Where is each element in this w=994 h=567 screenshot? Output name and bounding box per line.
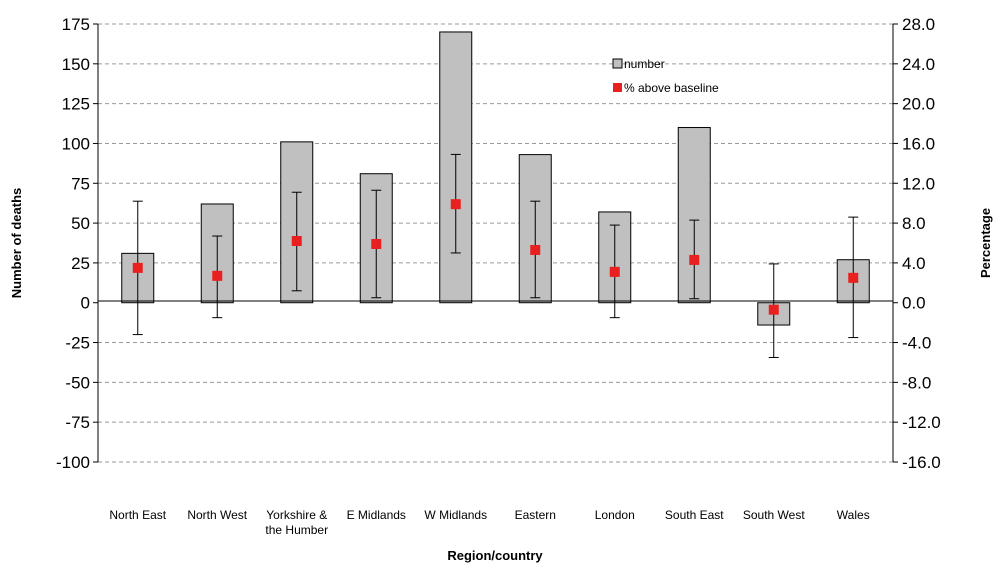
percent-point <box>530 244 541 255</box>
category-label: E Midlands <box>347 508 406 522</box>
left-tick-label: 150 <box>62 55 90 74</box>
right-tick-label: 24.0 <box>902 55 935 74</box>
right-tick-label: 20.0 <box>902 95 935 114</box>
percent-point <box>212 270 223 281</box>
left-tick-label: 125 <box>62 95 90 114</box>
right-tick-label: 0.0 <box>902 294 926 313</box>
error-bars <box>132 153 859 358</box>
percent-point <box>768 304 779 315</box>
y-axis-title: Number of deaths <box>9 188 24 299</box>
percent-point <box>609 266 620 277</box>
left-tick-label: 75 <box>71 174 90 193</box>
percent-point <box>291 236 302 247</box>
right-tick-label: 28.0 <box>902 15 935 34</box>
legend-swatch-percent <box>613 83 622 92</box>
category-label: London <box>595 508 635 522</box>
left-tick-label: -75 <box>65 413 90 432</box>
right-tick-label: 12.0 <box>902 174 935 193</box>
right-tick-label: -16.0 <box>902 453 941 472</box>
left-tick-label: -25 <box>65 334 90 353</box>
right-tick-label: 4.0 <box>902 254 926 273</box>
percent-series <box>132 199 859 315</box>
left-tick-label: 100 <box>62 134 90 153</box>
left-tick-label: 0 <box>81 294 90 313</box>
right-tick-label: -8.0 <box>902 373 931 392</box>
right-tick-label: -12.0 <box>902 413 941 432</box>
percent-point <box>450 199 461 210</box>
percent-point <box>132 262 143 273</box>
percent-point <box>371 238 382 249</box>
right-tick-label: 8.0 <box>902 214 926 233</box>
tick-labels: 175 150 125 100 75 50 25 0 -25 -50 -75 -100 28.0 24.0… <box>56 15 941 472</box>
x-axis-title: Region/country <box>447 548 543 563</box>
y2-axis-title: Percentage <box>978 208 993 278</box>
legend: number % above baseline <box>612 57 719 95</box>
bar-series <box>121 31 870 326</box>
left-tick-label: 175 <box>62 15 90 34</box>
percent-point <box>848 272 859 283</box>
category-label: North East <box>109 508 166 522</box>
category-label: Eastern <box>515 508 556 522</box>
category-label: South East <box>665 508 724 522</box>
legend-label-percent: % above baseline <box>624 81 719 95</box>
percent-point <box>689 254 700 265</box>
category-label: North West <box>187 508 247 522</box>
left-tick-label: -50 <box>65 373 90 392</box>
left-tick-label: 50 <box>71 214 90 233</box>
legend-label-number: number <box>624 57 665 71</box>
left-tick-label: -100 <box>56 453 90 472</box>
left-tick-label: 25 <box>71 254 90 273</box>
category-label: W Midlands <box>424 508 487 522</box>
legend-swatch-number <box>612 58 623 69</box>
category-label: Yorkshire & the Humber <box>265 508 328 537</box>
right-tick-label: -4.0 <box>902 334 931 353</box>
right-tick-label: 16.0 <box>902 134 935 153</box>
category-label: Wales <box>837 508 870 522</box>
category-label: South West <box>743 508 805 522</box>
category-labels: North East North West Yorkshire & the Humbe… <box>109 508 869 537</box>
axes <box>97 24 894 462</box>
